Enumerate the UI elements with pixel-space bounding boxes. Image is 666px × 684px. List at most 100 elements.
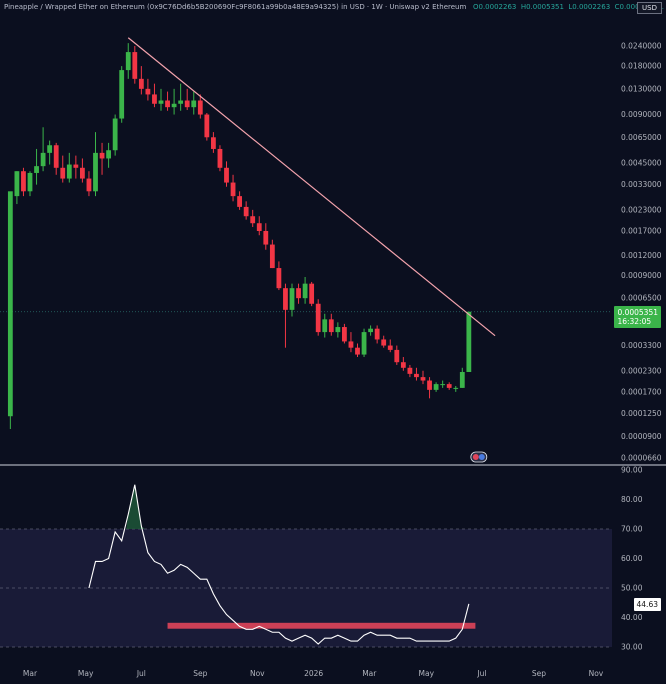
time-tick-label: May	[419, 669, 435, 678]
candle	[40, 127, 46, 172]
rsi-tick-label: 90.00	[621, 466, 643, 475]
candle	[296, 283, 301, 304]
candle-body	[243, 206, 249, 217]
candle	[374, 325, 380, 344]
price-tick-label: 0.0000660	[621, 454, 662, 463]
candle	[368, 325, 373, 336]
candle	[93, 132, 98, 197]
price-tick-label: 0.0012000	[621, 251, 662, 260]
candle-body	[132, 52, 138, 79]
candle	[355, 343, 360, 358]
candle	[256, 216, 262, 236]
candle-body	[283, 288, 288, 310]
candle-body	[138, 78, 144, 89]
last-price-label: 0.0005351 16:32:05	[614, 306, 661, 328]
candle-body	[27, 172, 33, 192]
price-tick-label: 0.0090000	[621, 110, 662, 119]
candle	[322, 313, 328, 338]
candle	[132, 46, 138, 84]
rsi-tick-label: 40.00	[621, 613, 643, 622]
candle-body	[152, 94, 157, 104]
candle	[328, 313, 334, 336]
candle	[283, 283, 288, 348]
candle-body	[335, 327, 341, 333]
candle-body	[414, 373, 419, 378]
candle	[230, 174, 236, 202]
candle	[112, 114, 118, 156]
ohlc-high: H0.0005351	[520, 3, 564, 11]
price-tick-label: 0.0130000	[621, 84, 662, 93]
event-marker-icon[interactable]	[470, 451, 488, 463]
candle	[211, 132, 216, 153]
candle-body	[191, 100, 197, 108]
candle-body	[34, 166, 39, 173]
currency-button[interactable]: USD	[637, 2, 662, 14]
price-tick-label: 0.0002300	[621, 366, 662, 375]
price-tick-label: 0.0001250	[621, 409, 662, 418]
time-tick-label: Mar	[23, 669, 38, 678]
candle-body	[21, 171, 26, 192]
candle-body	[302, 283, 308, 299]
candle-body	[184, 100, 190, 108]
last-price-value: 0.0005351	[617, 308, 658, 317]
time-tick-label: Sep	[193, 669, 207, 678]
candle	[178, 83, 184, 111]
candle-body	[420, 377, 426, 381]
candle	[315, 299, 321, 336]
candle-body	[368, 328, 373, 333]
candle-body	[289, 288, 295, 310]
candle	[459, 367, 465, 388]
candle-body	[60, 167, 66, 179]
candle-body	[230, 182, 236, 197]
x-axis-labels: Mar May Jul Sep Nov 2026 Mar May Jul Sep Nov	[23, 669, 604, 678]
candles	[7, 43, 472, 429]
candle	[145, 78, 151, 101]
candle	[152, 83, 157, 108]
candle	[453, 385, 459, 392]
candle-body	[204, 114, 210, 138]
rsi-tick-label: 50.00	[621, 584, 643, 593]
candle-body	[165, 100, 170, 108]
candle-body	[269, 244, 275, 269]
price-tick-label: 0.0240000	[621, 42, 662, 51]
bar-countdown: 16:32:05	[617, 317, 652, 326]
candle-body	[40, 152, 46, 167]
candle-body	[381, 339, 387, 346]
price-tick-label: 0.0045000	[621, 158, 662, 167]
price-tick-label: 0.0017000	[621, 226, 662, 235]
candle-body	[446, 384, 452, 388]
candle	[361, 328, 367, 358]
candle	[263, 223, 269, 250]
candle-body	[86, 178, 92, 192]
chart-header: Pineapple / Wrapped Ether on Ethereum (0…	[4, 3, 664, 11]
candle	[466, 311, 472, 372]
candle	[440, 380, 446, 388]
candle	[243, 201, 249, 220]
ohlc-low: L0.0002263	[568, 3, 611, 11]
candle-body	[355, 347, 360, 355]
candle	[99, 142, 105, 175]
rsi-pane	[0, 484, 612, 648]
candle	[21, 167, 26, 197]
candle-body	[466, 311, 472, 372]
candle-body	[400, 362, 406, 368]
rsi-support-zone	[167, 622, 476, 629]
candle	[204, 113, 210, 141]
candle	[184, 88, 190, 111]
candle-body	[296, 288, 301, 299]
candle	[250, 209, 256, 227]
candle-body	[211, 137, 216, 149]
candle	[53, 142, 59, 175]
rsi-tick-label: 60.00	[621, 554, 643, 563]
event-marker-dot	[478, 454, 485, 460]
candle-body	[407, 367, 413, 374]
candle	[394, 345, 400, 365]
time-tick-label: Mar	[362, 669, 377, 678]
candle	[66, 152, 72, 183]
rsi-tick-label: 30.00	[621, 643, 643, 652]
rsi-value-label: 44.63	[633, 598, 661, 611]
candle-body	[459, 371, 465, 388]
candle	[158, 88, 164, 111]
candle-body	[178, 100, 184, 104]
